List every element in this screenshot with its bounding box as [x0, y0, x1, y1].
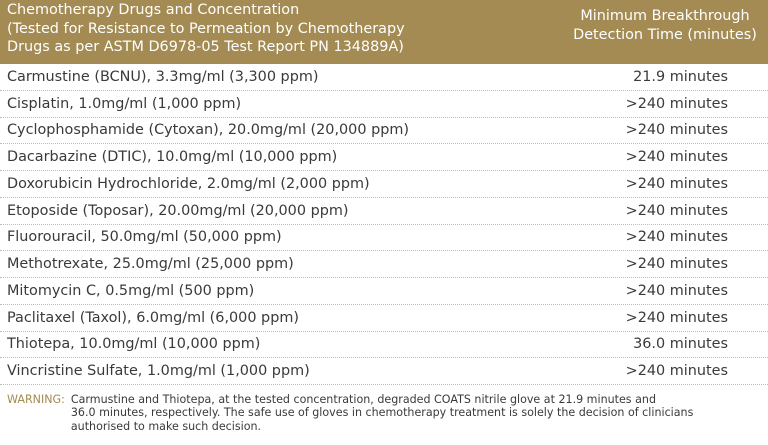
warning-text: Carmustine and Thiotepa, at the tested c… — [71, 393, 693, 433]
drug-cell: Dacarbazine (DTIC), 10.0mg/ml (10,000 pp… — [7, 149, 338, 166]
warning-label: WARNING: — [7, 393, 65, 406]
table-row: Doxorubicin Hydrochloride, 2.0mg/ml (2,0… — [0, 171, 768, 198]
warning-line: authorised to make such decision. — [70, 419, 262, 433]
warning-line: 36.0 minutes, respectively. The safe use… — [70, 406, 694, 420]
table-row: Vincristine Sulfate, 1.0mg/ml (1,000 ppm… — [0, 358, 768, 385]
table-row: Methotrexate, 25.0mg/ml (25,000 ppm) >24… — [0, 251, 768, 278]
time-cell: >240 minutes — [625, 363, 728, 380]
time-cell: >240 minutes — [625, 122, 728, 139]
warning-note: WARNING: Carmustine and Thiotepa, at the… — [7, 393, 762, 433]
drug-cell: Vincristine Sulfate, 1.0mg/ml (1,000 ppm… — [7, 363, 310, 380]
header-time-line: Minimum Breakthrough — [580, 8, 750, 24]
header-drug-line: (Tested for Resistance to Permeation by … — [7, 20, 405, 37]
table-header: Chemotherapy Drugs and Concentration (Te… — [0, 0, 768, 64]
time-cell: >240 minutes — [625, 229, 728, 246]
table-row: Dacarbazine (DTIC), 10.0mg/ml (10,000 pp… — [0, 144, 768, 171]
time-cell: 21.9 minutes — [633, 68, 728, 85]
drug-cell: Carmustine (BCNU), 3.3mg/ml (3,300 ppm) — [7, 68, 319, 85]
header-drug-column: Chemotherapy Drugs and Concentration (Te… — [0, 0, 568, 64]
time-cell: >240 minutes — [625, 282, 728, 299]
time-cell: 36.0 minutes — [633, 336, 728, 353]
drug-cell: Methotrexate, 25.0mg/ml (25,000 ppm) — [7, 256, 294, 273]
header-time-column: Minimum Breakthrough Detection Time (min… — [568, 0, 768, 64]
drug-cell: Mitomycin C, 0.5mg/ml (500 ppm) — [7, 282, 255, 299]
warning-line: Carmustine and Thiotepa, at the tested c… — [70, 393, 656, 406]
table-row: Carmustine (BCNU), 3.3mg/ml (3,300 ppm) … — [0, 64, 768, 91]
time-cell: >240 minutes — [625, 256, 728, 273]
table-row: Cisplatin, 1.0mg/ml (1,000 ppm) >240 min… — [0, 91, 768, 118]
header-drug-line: Drugs as per ASTM D6978-05 Test Report P… — [7, 39, 404, 55]
table-row: Fluorouracil, 50.0mg/ml (50,000 ppm) >24… — [0, 225, 768, 252]
table-body: Carmustine (BCNU), 3.3mg/ml (3,300 ppm) … — [0, 64, 768, 385]
header-time-line: Detection Time (minutes) — [573, 26, 757, 43]
time-cell: >240 minutes — [625, 149, 728, 166]
drug-cell: Paclitaxel (Taxol), 6.0mg/ml (6,000 ppm) — [7, 309, 299, 326]
table-row: Etoposide (Toposar), 20.00mg/ml (20,000 … — [0, 198, 768, 225]
table-row: Cyclophosphamide (Cytoxan), 20.0mg/ml (2… — [0, 118, 768, 145]
time-cell: >240 minutes — [625, 202, 728, 219]
time-cell: >240 minutes — [625, 309, 728, 326]
table-row: Mitomycin C, 0.5mg/ml (500 ppm) >240 min… — [0, 278, 768, 305]
table-row: Thiotepa, 10.0mg/ml (10,000 ppm) 36.0 mi… — [0, 332, 768, 359]
drug-cell: Cisplatin, 1.0mg/ml (1,000 ppm) — [7, 95, 242, 112]
drug-cell: Cyclophosphamide (Cytoxan), 20.0mg/ml (2… — [7, 122, 409, 139]
drug-cell: Fluorouracil, 50.0mg/ml (50,000 ppm) — [7, 229, 282, 246]
time-cell: >240 minutes — [625, 175, 728, 192]
drug-cell: Doxorubicin Hydrochloride, 2.0mg/ml (2,0… — [7, 175, 370, 192]
table-row: Paclitaxel (Taxol), 6.0mg/ml (6,000 ppm)… — [0, 305, 768, 332]
time-cell: >240 minutes — [625, 95, 728, 112]
drug-cell: Etoposide (Toposar), 20.00mg/ml (20,000 … — [7, 202, 349, 219]
header-drug-line: Chemotherapy Drugs and Concentration — [7, 2, 300, 18]
drug-cell: Thiotepa, 10.0mg/ml (10,000 ppm) — [7, 336, 261, 353]
